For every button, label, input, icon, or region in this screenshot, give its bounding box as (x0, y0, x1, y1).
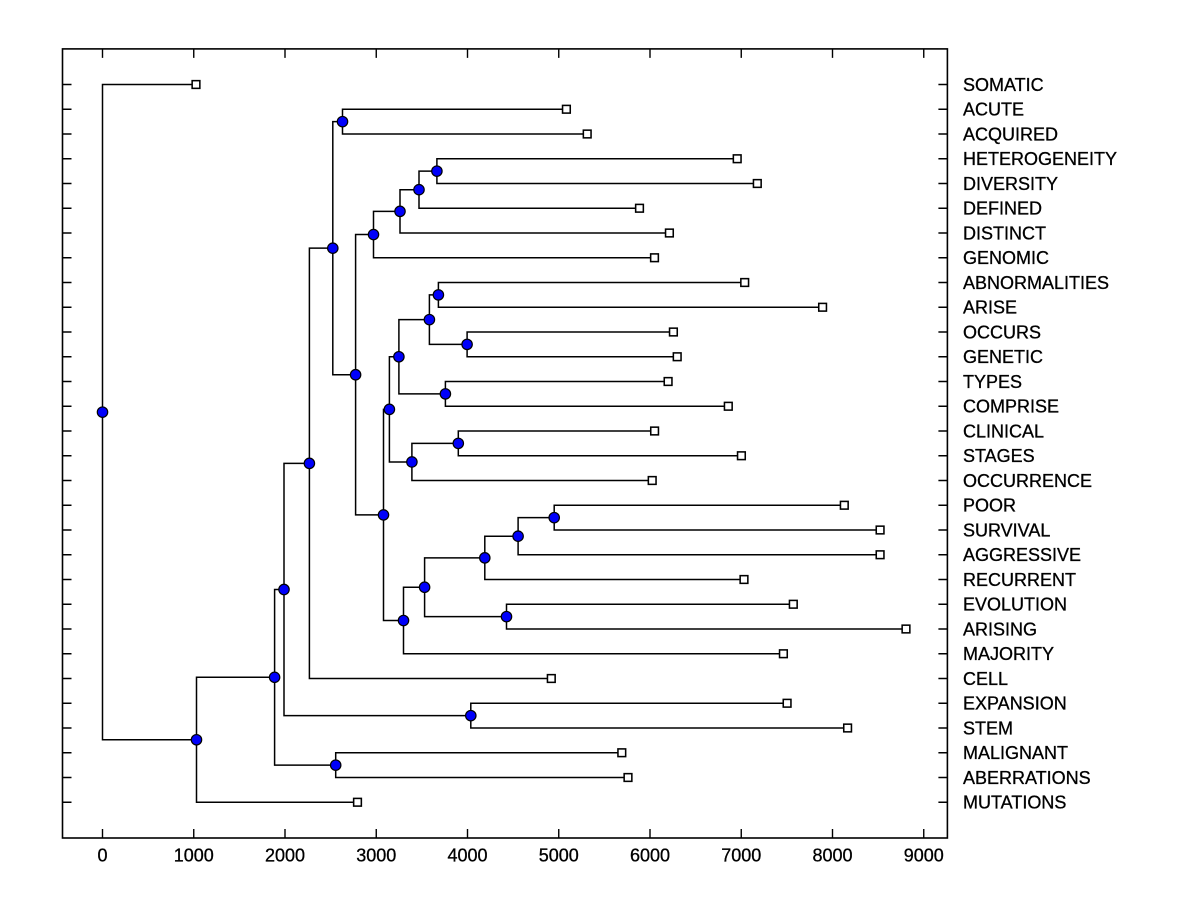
svg-text:OCCURRENCE: OCCURRENCE (963, 471, 1092, 491)
svg-text:9000: 9000 (904, 846, 944, 866)
svg-text:EXPANSION: EXPANSION (963, 694, 1067, 714)
svg-text:MAJORITY: MAJORITY (963, 644, 1054, 664)
svg-text:DEFINED: DEFINED (963, 199, 1042, 219)
svg-text:POOR: POOR (963, 496, 1016, 516)
svg-text:MALIGNANT: MALIGNANT (963, 743, 1068, 763)
svg-text:ARISE: ARISE (963, 298, 1017, 318)
svg-text:STEM: STEM (963, 718, 1013, 738)
svg-text:7000: 7000 (721, 846, 761, 866)
svg-text:TYPES: TYPES (963, 372, 1022, 392)
svg-text:COMPRISE: COMPRISE (963, 397, 1059, 417)
svg-text:AGGRESSIVE: AGGRESSIVE (963, 545, 1081, 565)
svg-text:ABNORMALITIES: ABNORMALITIES (963, 273, 1109, 293)
svg-text:0: 0 (97, 846, 107, 866)
svg-text:SURVIVAL: SURVIVAL (963, 520, 1050, 540)
svg-text:6000: 6000 (630, 846, 670, 866)
svg-text:GENOMIC: GENOMIC (963, 248, 1049, 268)
svg-text:CLINICAL: CLINICAL (963, 421, 1044, 441)
svg-text:DIVERSITY: DIVERSITY (963, 174, 1058, 194)
svg-text:1000: 1000 (174, 846, 214, 866)
svg-text:3000: 3000 (356, 846, 396, 866)
svg-text:STAGES: STAGES (963, 446, 1035, 466)
svg-text:ARISING: ARISING (963, 619, 1037, 639)
svg-text:DISTINCT: DISTINCT (963, 223, 1046, 243)
svg-text:4000: 4000 (447, 846, 487, 866)
svg-text:2000: 2000 (265, 846, 305, 866)
svg-text:EVOLUTION: EVOLUTION (963, 595, 1067, 615)
svg-text:GENETIC: GENETIC (963, 347, 1043, 367)
svg-text:RECURRENT: RECURRENT (963, 570, 1076, 590)
svg-text:ABERRATIONS: ABERRATIONS (963, 768, 1091, 788)
svg-text:5000: 5000 (539, 846, 579, 866)
svg-text:8000: 8000 (812, 846, 852, 866)
svg-text:ACUTE: ACUTE (963, 100, 1024, 120)
svg-text:SOMATIC: SOMATIC (963, 75, 1044, 95)
svg-text:HETEROGENEITY: HETEROGENEITY (963, 149, 1117, 169)
svg-text:ACQUIRED: ACQUIRED (963, 124, 1058, 144)
svg-text:CELL: CELL (963, 669, 1008, 689)
svg-text:MUTATIONS: MUTATIONS (963, 793, 1066, 813)
svg-text:OCCURS: OCCURS (963, 322, 1041, 342)
